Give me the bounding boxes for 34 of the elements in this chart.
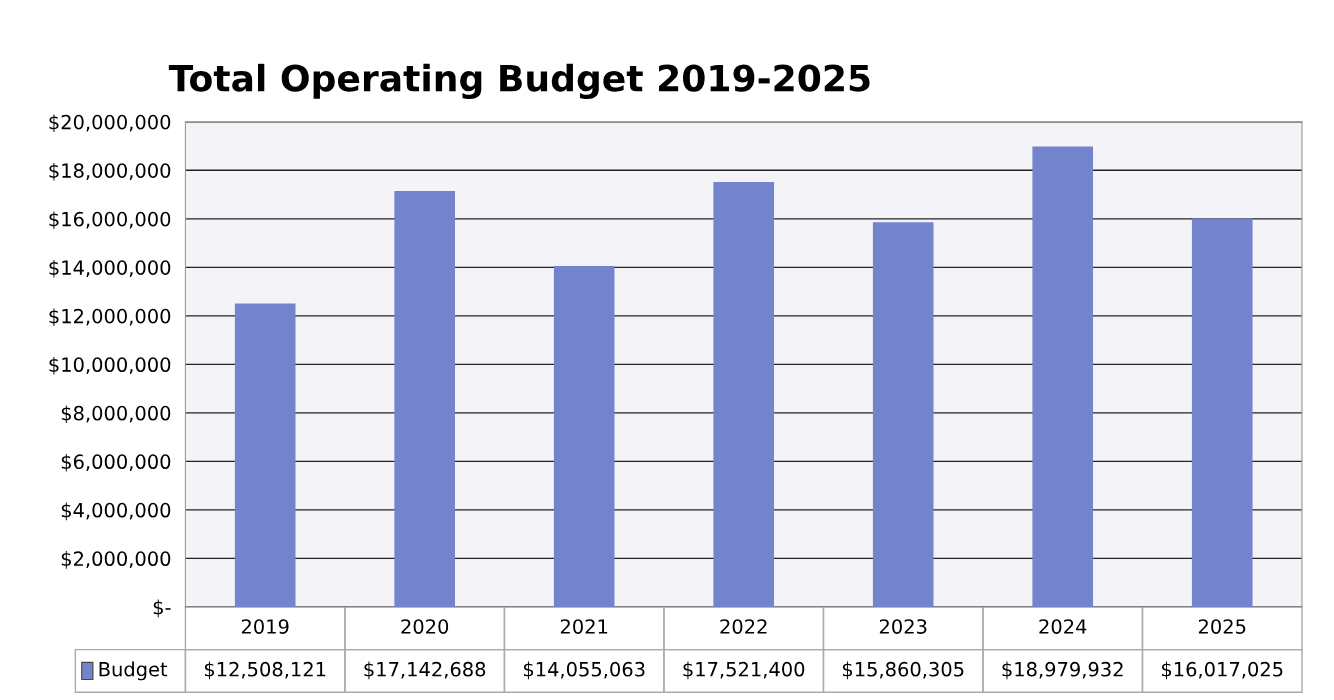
x-tick-label: 2022 xyxy=(720,619,767,634)
x-tick-label: 2023 xyxy=(879,619,927,634)
data-label: $14,055,063 xyxy=(523,661,645,680)
bar xyxy=(394,191,455,607)
data-label: $16,017,025 xyxy=(1161,661,1283,680)
y-tick-label: $8,000,000 xyxy=(61,405,171,424)
bar xyxy=(713,181,775,607)
x-tick-label: 2021 xyxy=(560,619,608,634)
y-tick-label: $20,000,000 xyxy=(49,114,171,133)
data-label: $12,508,121 xyxy=(204,661,326,680)
bar xyxy=(1191,218,1253,607)
data-label: $17,142,688 xyxy=(364,661,486,680)
y-tick-label: $16,000,000 xyxy=(49,211,171,230)
y-tick-label: $14,000,000 xyxy=(49,259,171,278)
y-tick-label: $- xyxy=(153,599,171,618)
data-label: $15,860,305 xyxy=(842,661,964,680)
x-tick-label: 2020 xyxy=(401,619,449,634)
y-tick-label: $12,000,000 xyxy=(49,308,171,327)
legend-label: Budget xyxy=(99,661,168,681)
data-label: $17,521,400 xyxy=(683,661,805,680)
y-tick-label: $10,000,000 xyxy=(49,356,171,375)
x-tick-label: 2025 xyxy=(1198,619,1246,634)
x-tick-label: 2024 xyxy=(1039,619,1087,634)
y-tick-label: $18,000,000 xyxy=(49,162,171,181)
y-tick-label: $2,000,000 xyxy=(61,551,171,569)
x-tick-label: 2019 xyxy=(241,619,289,634)
y-tick-label: $4,000,000 xyxy=(61,502,171,521)
bar xyxy=(872,222,934,607)
bar xyxy=(1032,146,1094,607)
data-label: $18,979,932 xyxy=(1002,661,1123,680)
bar xyxy=(553,265,615,607)
y-tick-label: $6,000,000 xyxy=(61,453,171,472)
bar xyxy=(234,303,296,607)
chart-title: Total Operating Budget 2019-2025 xyxy=(168,63,870,100)
